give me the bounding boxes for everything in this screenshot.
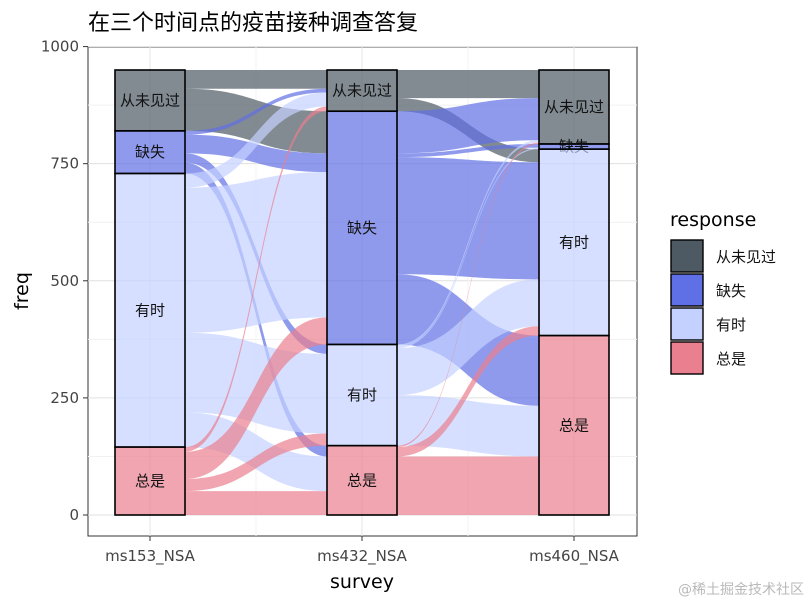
stratum-box bbox=[538, 334, 610, 516]
stratum-box bbox=[326, 444, 398, 516]
stratum-label: 有时 bbox=[347, 386, 377, 404]
legend-label: 总是 bbox=[716, 350, 746, 368]
legend-label: 缺失 bbox=[716, 282, 746, 300]
watermark-text: @稀土掘金技术社区 bbox=[678, 582, 804, 598]
stratum-box bbox=[538, 148, 610, 337]
flow-band bbox=[397, 98, 539, 154]
flow-band bbox=[185, 88, 327, 154]
legend-label: 从未见过 bbox=[716, 248, 776, 266]
legend-label: 有时 bbox=[716, 316, 746, 334]
flow-band bbox=[397, 142, 539, 448]
legend-key bbox=[670, 273, 704, 307]
flow-band bbox=[185, 172, 327, 333]
flow-band bbox=[397, 147, 539, 349]
x-tick-label: ms460_NSA bbox=[529, 547, 620, 566]
stratum-label: 总是 bbox=[559, 416, 589, 434]
stratum-box bbox=[114, 130, 186, 175]
flow-band bbox=[185, 412, 327, 492]
stratum-box bbox=[114, 69, 186, 132]
flow-band bbox=[397, 157, 539, 280]
legend-key bbox=[670, 341, 704, 375]
flow-band bbox=[185, 433, 327, 492]
stratum-label: 缺失 bbox=[135, 143, 165, 161]
legend-key bbox=[670, 307, 704, 341]
flow-band bbox=[185, 70, 327, 89]
flow-band bbox=[185, 88, 327, 135]
flow-layer bbox=[185, 70, 539, 515]
stratum-box bbox=[326, 69, 398, 113]
legend-title: response bbox=[670, 209, 756, 231]
stratum-box bbox=[538, 69, 610, 145]
flow-band bbox=[185, 491, 327, 515]
x-axis: ms153_NSA ms432_NSA ms460_NSA bbox=[105, 536, 620, 566]
stratum-label: 总是 bbox=[347, 471, 377, 489]
stratum-label: 总是 bbox=[135, 472, 165, 490]
stratum-label: 从未见过 bbox=[332, 82, 392, 100]
flow-band bbox=[185, 317, 327, 479]
stratum-box bbox=[326, 110, 398, 346]
stratum-box bbox=[326, 343, 398, 447]
flow-band bbox=[397, 279, 539, 396]
flow-band bbox=[185, 92, 327, 188]
chart-title: 在三个时间点的疫苗接种调查答复 bbox=[88, 11, 418, 36]
y-tick-label: 250 bbox=[50, 389, 79, 407]
y-axis-title: freq bbox=[11, 272, 33, 310]
x-tick-label: ms153_NSA bbox=[105, 547, 196, 566]
stratum-label: 从未见过 bbox=[120, 91, 180, 109]
stratum-label: 有时 bbox=[135, 301, 165, 319]
flow-band bbox=[397, 456, 539, 515]
flow-band bbox=[397, 144, 539, 158]
stratum-label: 缺失 bbox=[347, 219, 377, 237]
flow-band bbox=[397, 140, 539, 347]
flow-band bbox=[185, 106, 327, 452]
x-tick-label: ms432_NSA bbox=[317, 547, 408, 566]
stratum-box bbox=[114, 446, 186, 516]
y-tick-label: 500 bbox=[50, 272, 79, 290]
flow-band bbox=[397, 326, 539, 457]
stratum-label: 有时 bbox=[559, 233, 589, 251]
y-tick-label: 750 bbox=[50, 155, 79, 173]
y-axis: 0 250 500 750 1000 bbox=[41, 38, 88, 524]
stratum-box bbox=[114, 172, 186, 448]
flow-band bbox=[397, 70, 539, 99]
stratum-label: 从未见过 bbox=[544, 98, 604, 116]
legend-key bbox=[670, 239, 704, 273]
flow-band bbox=[185, 134, 327, 173]
y-tick-label: 1000 bbox=[41, 38, 79, 56]
y-tick-label: 0 bbox=[69, 506, 79, 524]
x-axis-title: survey bbox=[330, 571, 394, 593]
